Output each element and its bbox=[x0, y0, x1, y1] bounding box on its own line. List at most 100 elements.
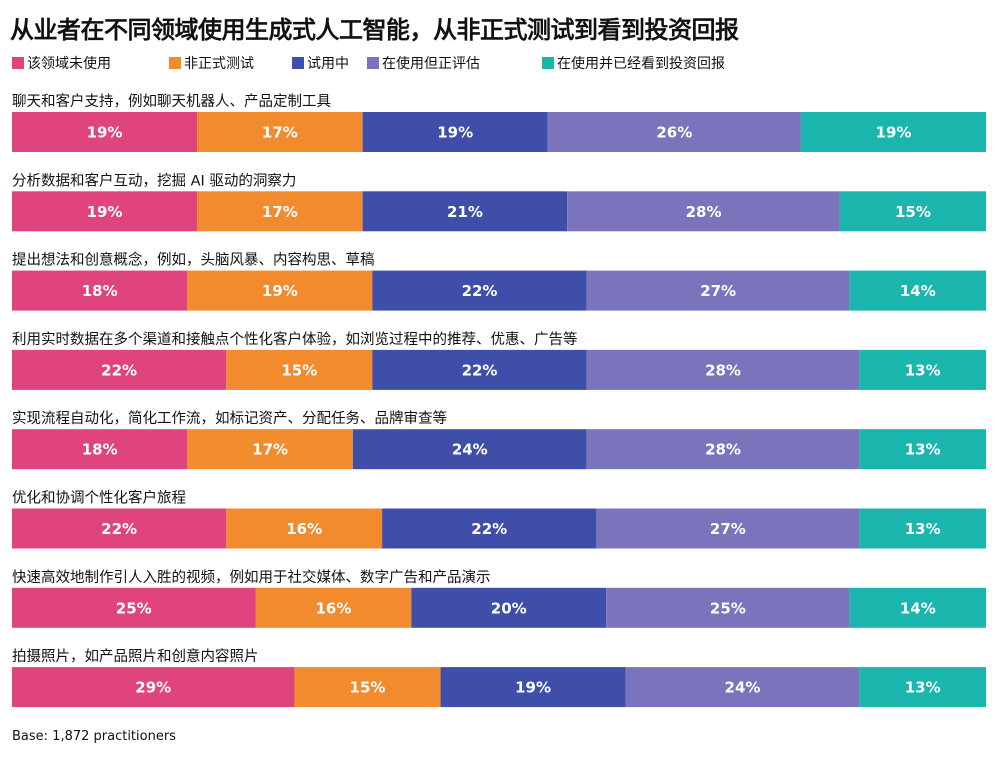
bar-segment bbox=[187, 429, 353, 470]
legend-label: 该领域未使用 bbox=[27, 56, 111, 72]
bar-segment bbox=[12, 667, 295, 708]
bar-segment bbox=[12, 270, 188, 311]
bar-segment bbox=[859, 667, 986, 708]
category-label: 拍摄照片，如产品照片和创意内容照片 bbox=[12, 647, 259, 665]
bar-segment bbox=[625, 667, 860, 708]
legend-item: 该领域未使用 bbox=[12, 53, 111, 73]
category-label: 优化和协调个性化客户旅程 bbox=[12, 490, 186, 507]
chart-title: 从业者在不同领域使用生成式人工智能，从非正式测试到看到投资回报 bbox=[10, 16, 739, 44]
data-label: 24% bbox=[452, 441, 488, 459]
bar-segment bbox=[586, 270, 850, 311]
data-label: 13% bbox=[905, 520, 941, 538]
data-label: 17% bbox=[262, 203, 298, 221]
data-label: 20% bbox=[491, 599, 527, 617]
bar-segment bbox=[859, 429, 986, 470]
data-label: 18% bbox=[82, 282, 118, 300]
bar-segment bbox=[567, 191, 840, 232]
bar-segment bbox=[859, 349, 986, 390]
bar-segment bbox=[352, 429, 587, 470]
data-label: 13% bbox=[905, 441, 941, 459]
data-label: 13% bbox=[905, 361, 941, 379]
bar-segment bbox=[12, 587, 256, 628]
bar-segment bbox=[255, 587, 412, 628]
data-label: 27% bbox=[700, 282, 736, 300]
legend-swatch bbox=[12, 57, 24, 69]
data-label: 24% bbox=[725, 679, 761, 697]
bar-segment bbox=[440, 667, 626, 708]
data-label: 22% bbox=[462, 361, 498, 379]
bar-segment bbox=[12, 429, 188, 470]
data-label: 26% bbox=[656, 124, 692, 142]
data-label: 29% bbox=[135, 679, 171, 697]
data-label: 22% bbox=[101, 520, 137, 538]
data-label: 15% bbox=[350, 679, 386, 697]
bar-segment bbox=[839, 191, 986, 232]
bar-segment bbox=[382, 508, 597, 549]
bar-segment bbox=[12, 191, 198, 232]
data-label: 16% bbox=[286, 520, 322, 538]
bar-segment bbox=[372, 349, 587, 390]
data-label: 22% bbox=[101, 361, 137, 379]
data-label: 25% bbox=[116, 599, 152, 617]
legend-label: 在使用但正评估 bbox=[382, 56, 480, 72]
category-label: 聊天和客户支持，例如聊天机器人、产品定制工具 bbox=[12, 93, 331, 110]
data-label: 28% bbox=[705, 441, 741, 459]
data-label: 19% bbox=[515, 679, 551, 697]
legend-item: 试用中 bbox=[292, 53, 349, 73]
category-label: 分析数据和客户互动，挖掘 AI 驱动的洞察力 bbox=[12, 171, 296, 189]
data-label: 17% bbox=[262, 124, 298, 142]
bar-segment bbox=[226, 508, 383, 549]
legend-swatch bbox=[292, 57, 304, 69]
data-label: 15% bbox=[895, 203, 931, 221]
data-label: 17% bbox=[252, 441, 288, 459]
bar-segment bbox=[362, 112, 548, 152]
bar-segment bbox=[294, 667, 441, 708]
bar-segment bbox=[596, 508, 860, 549]
bar-segment bbox=[547, 112, 801, 152]
legend-label: 试用中 bbox=[307, 56, 349, 72]
bar-segment bbox=[849, 587, 986, 628]
bar-segment bbox=[586, 429, 860, 470]
data-label: 27% bbox=[710, 520, 746, 538]
category-label: 实现流程自动化，简化工作流，如标记资产、分配任务、品牌审查等 bbox=[12, 409, 447, 427]
data-label: 28% bbox=[705, 361, 741, 379]
data-label: 25% bbox=[710, 599, 746, 617]
data-label: 19% bbox=[87, 124, 123, 142]
data-label: 28% bbox=[686, 203, 722, 221]
data-label: 19% bbox=[87, 203, 123, 221]
bar-segment bbox=[800, 112, 986, 152]
bar-segment bbox=[606, 587, 850, 628]
data-label: 15% bbox=[281, 361, 317, 379]
data-label: 14% bbox=[900, 599, 936, 617]
bar-segment bbox=[586, 349, 860, 390]
data-label: 14% bbox=[900, 282, 936, 300]
legend-item: 在使用但正评估 bbox=[367, 53, 480, 73]
legend-label: 非正式测试 bbox=[184, 56, 254, 72]
category-label: 提出想法和创意概念，例如，头脑风暴、内容构思、草稿 bbox=[12, 251, 375, 269]
bar-segment bbox=[12, 112, 198, 152]
data-label: 19% bbox=[876, 124, 912, 142]
footnote: Base: 1,872 practitioners bbox=[12, 729, 176, 744]
legend-swatch bbox=[367, 57, 379, 69]
bar-segment bbox=[12, 349, 227, 390]
bar-segment bbox=[226, 349, 373, 390]
bar-segment bbox=[197, 191, 363, 232]
data-label: 18% bbox=[82, 441, 118, 459]
legend-swatch bbox=[169, 57, 181, 69]
data-label: 22% bbox=[462, 282, 498, 300]
data-label: 16% bbox=[315, 599, 351, 617]
chart-legend: 该领域未使用 非正式测试 试用中 在使用但正评估 在使用并已经看到投资回报 bbox=[12, 53, 992, 73]
data-label: 19% bbox=[262, 282, 298, 300]
bar-segment bbox=[362, 191, 568, 232]
bar-segment bbox=[849, 270, 986, 311]
data-label: 22% bbox=[471, 520, 507, 538]
bar-segment bbox=[197, 112, 363, 152]
category-label: 利用实时数据在多个渠道和接触点个性化客户体验，如浏览过程中的推荐、优惠、广告等 bbox=[12, 330, 578, 348]
data-label: 13% bbox=[905, 679, 941, 697]
data-label: 21% bbox=[447, 203, 483, 221]
category-label: 快速高效地制作引人入胜的视频，例如用于社交媒体、数字广告和产品演示 bbox=[12, 568, 491, 586]
legend-item: 非正式测试 bbox=[169, 53, 254, 73]
legend-item: 在使用并已经看到投资回报 bbox=[542, 53, 725, 73]
legend-label: 在使用并已经看到投资回报 bbox=[557, 56, 725, 72]
